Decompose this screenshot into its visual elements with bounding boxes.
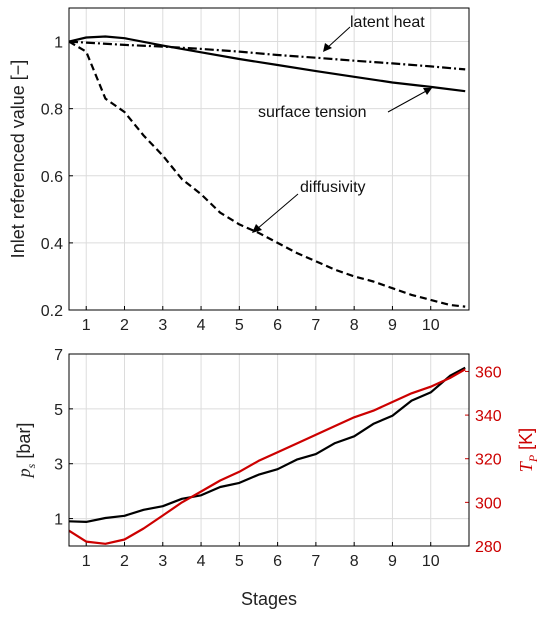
tp-unit: [K] — [516, 428, 536, 455]
x-tick-label: 4 — [197, 317, 206, 334]
top-series-group — [68, 35, 466, 308]
x-tick-label: 7 — [311, 317, 320, 334]
series-line-surface-tension — [68, 35, 466, 93]
ps-unit: [bar] — [14, 423, 34, 464]
y-tick-label: 1 — [54, 35, 63, 52]
y-tick-label: 1 — [54, 512, 63, 529]
ps-symbol: p — [14, 468, 34, 479]
y2-tick-label: 280 — [475, 539, 502, 556]
top-plot-area — [69, 8, 469, 310]
bottom-tick-labels: 1 2 3 4 5 6 7 8 9 10 1 3 5 7 280 300 320 340 360 — [54, 347, 502, 570]
y2-tick-label: 360 — [475, 364, 502, 381]
y-tick-label: 0.4 — [41, 236, 63, 253]
x-tick-label: 2 — [120, 553, 129, 570]
annotation-diffusivity: diffusivity — [300, 179, 366, 196]
top-y-axis-label: Inlet referenced value [−] — [8, 60, 28, 259]
x-tick-label: 2 — [120, 317, 129, 334]
top-plot-frame — [68, 7, 470, 311]
y2-tick-label: 300 — [475, 495, 502, 512]
arrowhead-latent-heat — [323, 43, 332, 52]
x-tick-label: 1 — [82, 553, 91, 570]
bottom-series-group — [68, 366, 466, 545]
annotation-surface-tension: surface tension — [258, 104, 367, 121]
x-tick-label: 10 — [422, 317, 440, 334]
y-tick-label: 3 — [54, 457, 63, 474]
annotation-arrow-latent-heat — [326, 26, 351, 49]
bottom-plot-area — [69, 354, 469, 546]
x-tick-label: 8 — [350, 317, 359, 334]
annotation-latent-heat: latent heat — [350, 14, 425, 31]
y2-tick-label: 340 — [475, 408, 502, 425]
x-tick-label: 8 — [350, 553, 359, 570]
series-line-p-s — [68, 366, 466, 524]
x-tick-label: 1 — [82, 317, 91, 334]
y-tick-label: 0.8 — [41, 102, 63, 119]
arrowhead-diffusivity — [252, 224, 262, 233]
x-tick-label: 3 — [158, 317, 167, 334]
x-tick-label: 7 — [311, 553, 320, 570]
top-tick-labels: 1 2 3 4 5 6 7 8 9 10 0.2 0.4 0.6 0.8 1 — [41, 35, 440, 334]
bottom-plot-frame — [68, 353, 470, 547]
bottom-right-axis-label: TP [K] — [516, 428, 540, 472]
bottom-left-axis-label: ps [bar] — [14, 423, 38, 480]
x-tick-label: 3 — [158, 553, 167, 570]
x-tick-label: 4 — [197, 553, 206, 570]
x-tick-label: 5 — [235, 553, 244, 570]
x-tick-label: 6 — [273, 317, 282, 334]
series-line-diffusivity — [68, 40, 466, 308]
x-tick-label: 9 — [388, 317, 397, 334]
series-line-t-p — [68, 368, 466, 545]
tp-symbol: T — [516, 460, 536, 472]
x-tick-label: 10 — [422, 553, 440, 570]
annotation-arrow-diffusivity — [256, 193, 299, 230]
y2-tick-label: 320 — [475, 452, 502, 469]
x-tick-label: 5 — [235, 317, 244, 334]
x-tick-label: 6 — [273, 553, 282, 570]
tp-subscript: P — [526, 454, 540, 463]
series-line-latent-heat — [68, 40, 466, 71]
y-tick-label: 0.2 — [41, 303, 63, 320]
y-tick-label: 0.6 — [41, 169, 63, 186]
top-chart-panel: 1 2 3 4 5 6 7 8 9 10 0.2 0.4 0.6 0.8 1 Inlet reference… — [8, 7, 470, 334]
y-tick-label: 5 — [54, 402, 63, 419]
arrowhead-surface-tension — [423, 88, 432, 95]
x-axis-label: Stages — [241, 589, 297, 609]
ps-subscript: s — [24, 463, 38, 468]
y-tick-label: 7 — [54, 347, 63, 364]
x-tick-label: 9 — [388, 553, 397, 570]
annotation-arrow-surface-tension — [387, 89, 429, 113]
